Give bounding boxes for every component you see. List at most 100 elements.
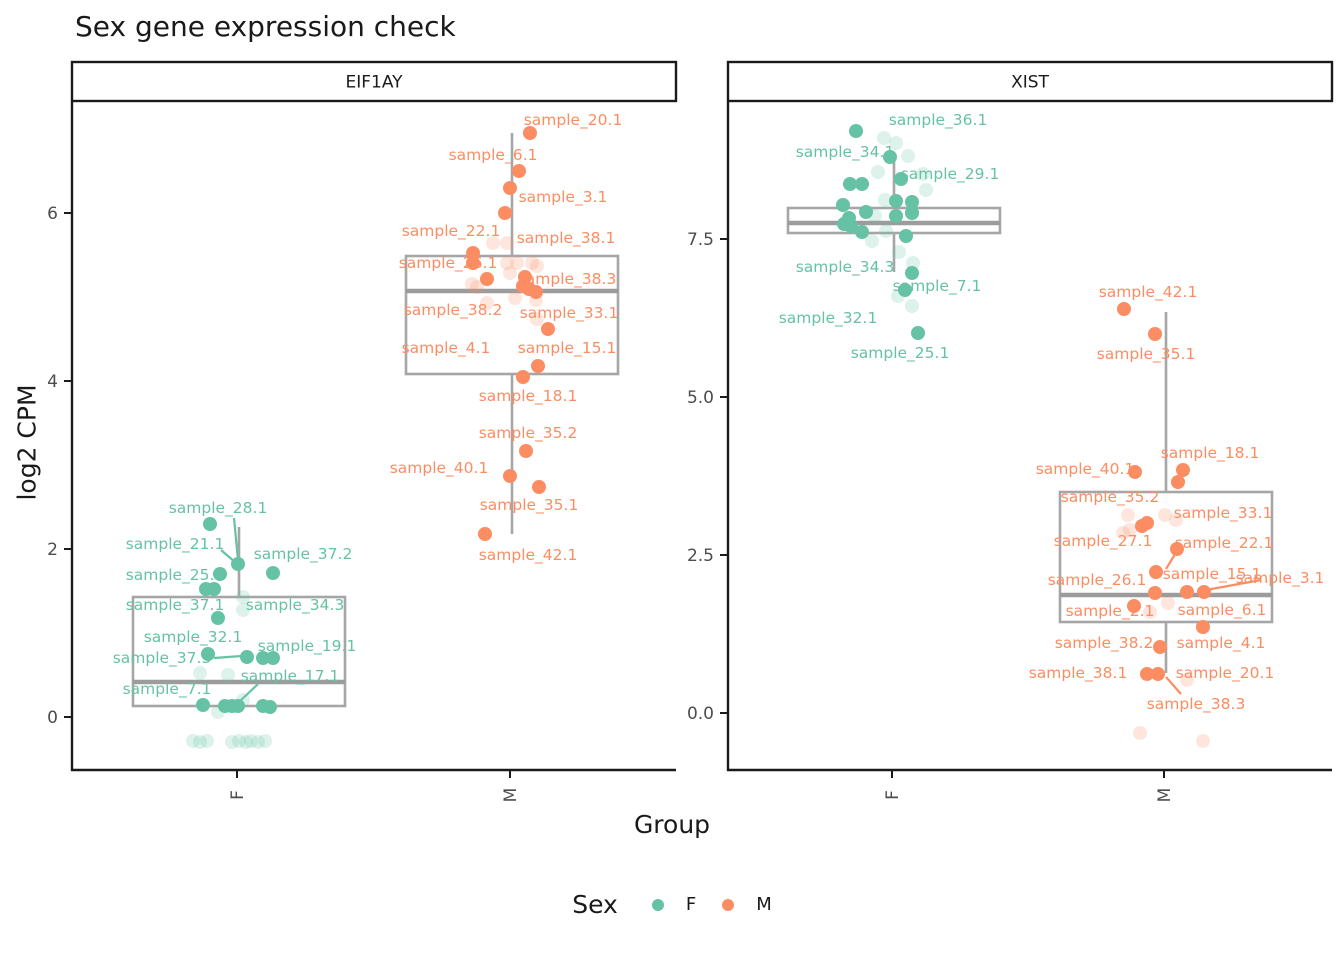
sample-label: sample_38.2 [404,301,503,320]
sample-label: sample_7.1 [123,680,212,699]
sample-label: sample_27.1 [1054,532,1153,551]
data-point [239,735,253,749]
data-point [244,734,258,748]
sample-label: sample_38.2 [1055,634,1154,653]
data-point [231,699,245,713]
data-point [211,611,225,625]
data-point [1153,640,1167,654]
sample-label: sample_15.1 [518,339,617,358]
data-point [236,603,250,617]
label-leader-line [1165,550,1178,570]
label-leader-line [220,549,237,564]
sample-label: sample_32.1 [144,628,243,647]
boxplot-box [131,595,347,708]
data-point [251,735,265,749]
sample-label: sample_36.1 [889,111,988,130]
data-point [503,266,517,280]
sample-label: sample_38.1 [1029,664,1128,683]
data-point [905,195,919,209]
data-point [919,183,933,197]
data-point [855,177,869,191]
data-point [1148,327,1162,341]
data-point [193,735,207,749]
sample-label: sample_42.1 [1099,283,1198,302]
data-point [1133,726,1147,740]
data-point [529,293,543,307]
data-point [266,651,280,665]
data-point [892,245,906,259]
facet-strip-title: XIST [1011,73,1049,93]
data-point [530,259,544,273]
sample-label: sample_26.1 [1048,571,1147,590]
sample-label: sample_4.1 [1177,634,1266,653]
data-point [480,296,494,310]
sample-label: sample_21.1 [126,535,225,554]
sample-label: sample_35.2 [479,424,578,443]
label-leader-line [1205,578,1262,592]
data-point [486,236,500,250]
data-point [1116,526,1130,540]
data-point [500,236,514,250]
legend-entry-m: M [722,894,772,915]
sample-label: sample_25.1 [851,344,950,363]
x-tick-label: M [501,788,521,803]
data-point [1176,463,1190,477]
data-point [1123,523,1137,537]
sample-label: sample_37.1 [126,596,225,615]
data-point [849,124,863,138]
data-point [221,668,235,682]
data-point [1121,508,1135,522]
data-point [1180,673,1194,687]
data-point [478,527,492,541]
data-point [203,517,217,531]
sample-label: sample_6.1 [449,146,538,165]
legend-entry-f: F [651,894,696,915]
sample-label: sample_2.1 [1066,602,1155,621]
y-tick-label: 6 [47,204,58,224]
data-point [225,735,239,749]
sample-label: sample_38.3 [1147,695,1246,714]
data-point [883,150,897,164]
facet-strip [726,60,1334,103]
sample-label: sample_37.2 [254,545,353,564]
data-point [916,167,930,181]
data-point [200,734,214,748]
sample-label: sample_25.1 [126,566,225,585]
data-point [512,164,526,178]
legend-key-f-icon [651,898,664,911]
sample-label: sample_32.1 [779,309,878,328]
data-point [465,277,479,291]
legend-key-m-icon [722,898,735,911]
data-point [466,246,480,260]
data-point [1169,513,1183,527]
plot-title: Sex gene expression check [75,10,456,43]
data-point [186,734,200,748]
sample-label: sample_3.1 [1236,569,1325,588]
data-point [901,149,915,163]
data-point [236,693,250,707]
data-point [498,206,512,220]
legend-label-m: M [756,894,772,915]
sample-label: sample_35.1 [1097,345,1196,364]
data-point [236,590,250,604]
label-leader-line [523,278,536,291]
data-point [503,181,517,195]
data-point [905,299,919,313]
data-point [1149,565,1163,579]
data-point [523,126,537,140]
sample-label: sample_34.3 [796,258,895,277]
sample-label: sample_37.3 [113,649,212,668]
sample-label: sample_33.1 [1174,504,1273,523]
data-point [1180,585,1194,599]
sample-label: sample_6.1 [1178,601,1267,620]
label-leader-line [213,654,243,660]
data-point [836,198,850,212]
data-point [193,666,207,680]
sample-label: sample_26.1 [399,254,498,273]
data-point [1161,596,1175,610]
sample-label: sample_15.1 [1163,565,1262,584]
y-tick-label: 5.0 [687,388,714,408]
x-tick-label: M [1155,788,1175,803]
x-axis-title: Group [633,810,711,839]
